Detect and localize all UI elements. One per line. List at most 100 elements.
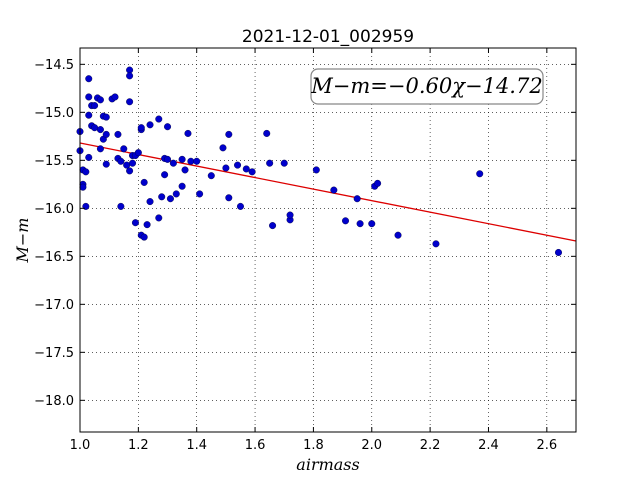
- y-tick-label: −16.0: [34, 202, 74, 217]
- data-point: [85, 93, 93, 101]
- data-point: [102, 160, 110, 168]
- data-point: [356, 220, 364, 228]
- data-point: [158, 193, 166, 201]
- data-point: [312, 166, 320, 174]
- data-point: [172, 190, 180, 198]
- x-tick-label: 2.2: [420, 438, 441, 453]
- fit-equation-text: M−m=−0.60χ−14.72: [310, 74, 542, 98]
- data-point: [91, 102, 99, 110]
- data-point: [248, 168, 256, 176]
- data-point: [146, 121, 154, 129]
- x-tick-label: 2.6: [536, 438, 557, 453]
- grid: [80, 48, 576, 432]
- data-point: [178, 182, 186, 190]
- data-point: [102, 130, 110, 138]
- data-point: [219, 144, 227, 152]
- data-point: [225, 194, 233, 202]
- data-point: [236, 202, 244, 210]
- x-tick-label: 2.4: [478, 438, 499, 453]
- data-point: [184, 129, 192, 137]
- data-point: [143, 221, 151, 229]
- axis-ticks: [79, 48, 576, 432]
- data-point: [117, 157, 125, 165]
- data-point: [140, 178, 148, 186]
- data-point: [82, 168, 90, 176]
- data-point: [353, 195, 361, 203]
- fit-annotation: M−m=−0.60χ−14.72: [310, 68, 544, 105]
- data-point: [269, 222, 277, 230]
- data-point: [207, 172, 215, 180]
- data-point: [164, 123, 172, 131]
- data-point: [225, 130, 233, 138]
- data-point: [178, 155, 186, 163]
- data-point: [330, 186, 338, 194]
- x-tick-label: 1.8: [303, 438, 324, 453]
- y-tick-label: −15.5: [34, 154, 74, 169]
- data-point: [131, 219, 139, 227]
- data-point: [263, 129, 271, 137]
- y-tick-label: −16.5: [34, 250, 74, 265]
- data-point: [91, 124, 99, 132]
- y-tick-label: −17.0: [34, 298, 74, 313]
- data-point: [85, 111, 93, 119]
- data-point: [342, 217, 350, 225]
- data-point: [140, 233, 148, 241]
- y-axis-label: M−m: [13, 218, 32, 264]
- data-point: [120, 145, 128, 153]
- data-point: [193, 157, 201, 165]
- data-point: [222, 164, 230, 172]
- data-point: [96, 145, 104, 153]
- data-point: [146, 198, 154, 206]
- data-point: [187, 157, 195, 165]
- data-point: [111, 93, 119, 101]
- x-tick-label: 1.4: [186, 438, 207, 453]
- data-point: [126, 167, 134, 175]
- data-point: [374, 179, 382, 187]
- chart-title: 2021-12-01_002959: [242, 27, 414, 47]
- annotation-box: [310, 68, 544, 105]
- data-point: [134, 149, 142, 157]
- x-tick-label: 2.0: [361, 438, 382, 453]
- data-point: [123, 161, 131, 169]
- y-tick-label: −17.5: [34, 346, 74, 361]
- data-point: [169, 159, 177, 167]
- y-tick-label: −18.0: [34, 394, 74, 409]
- data-point: [137, 124, 145, 132]
- data-point: [286, 211, 294, 219]
- x-axis-label: airmass: [296, 455, 359, 474]
- data-point: [96, 96, 104, 104]
- data-point: [155, 214, 163, 222]
- x-tick-label: 1.6: [245, 438, 266, 453]
- data-point: [155, 115, 163, 123]
- data-point: [114, 130, 122, 138]
- data-point: [242, 165, 250, 173]
- x-tick-label: 1.0: [70, 438, 91, 453]
- x-tick-label: 1.2: [128, 438, 149, 453]
- data-point: [234, 161, 242, 169]
- data-point: [554, 248, 562, 256]
- data-point: [432, 240, 440, 248]
- data-point: [476, 170, 484, 178]
- data-point: [96, 126, 104, 134]
- y-tick-label: −15.0: [34, 106, 74, 121]
- data-point: [368, 220, 376, 228]
- data-point: [129, 159, 137, 167]
- data-point: [102, 113, 110, 121]
- data-point: [161, 171, 169, 179]
- data-point: [181, 166, 189, 174]
- data-point: [85, 75, 93, 83]
- data-point: [266, 159, 274, 167]
- y-tick-label: −14.5: [34, 58, 74, 73]
- data-point: [117, 202, 125, 210]
- data-point: [394, 231, 402, 239]
- data-point: [280, 159, 288, 167]
- data-point: [164, 155, 172, 163]
- data-points: [76, 66, 562, 256]
- data-point: [79, 183, 87, 191]
- plot-frame: [79, 47, 577, 433]
- data-point: [196, 190, 204, 198]
- data-point: [85, 153, 93, 161]
- data-point: [126, 72, 134, 80]
- data-point: [166, 195, 174, 203]
